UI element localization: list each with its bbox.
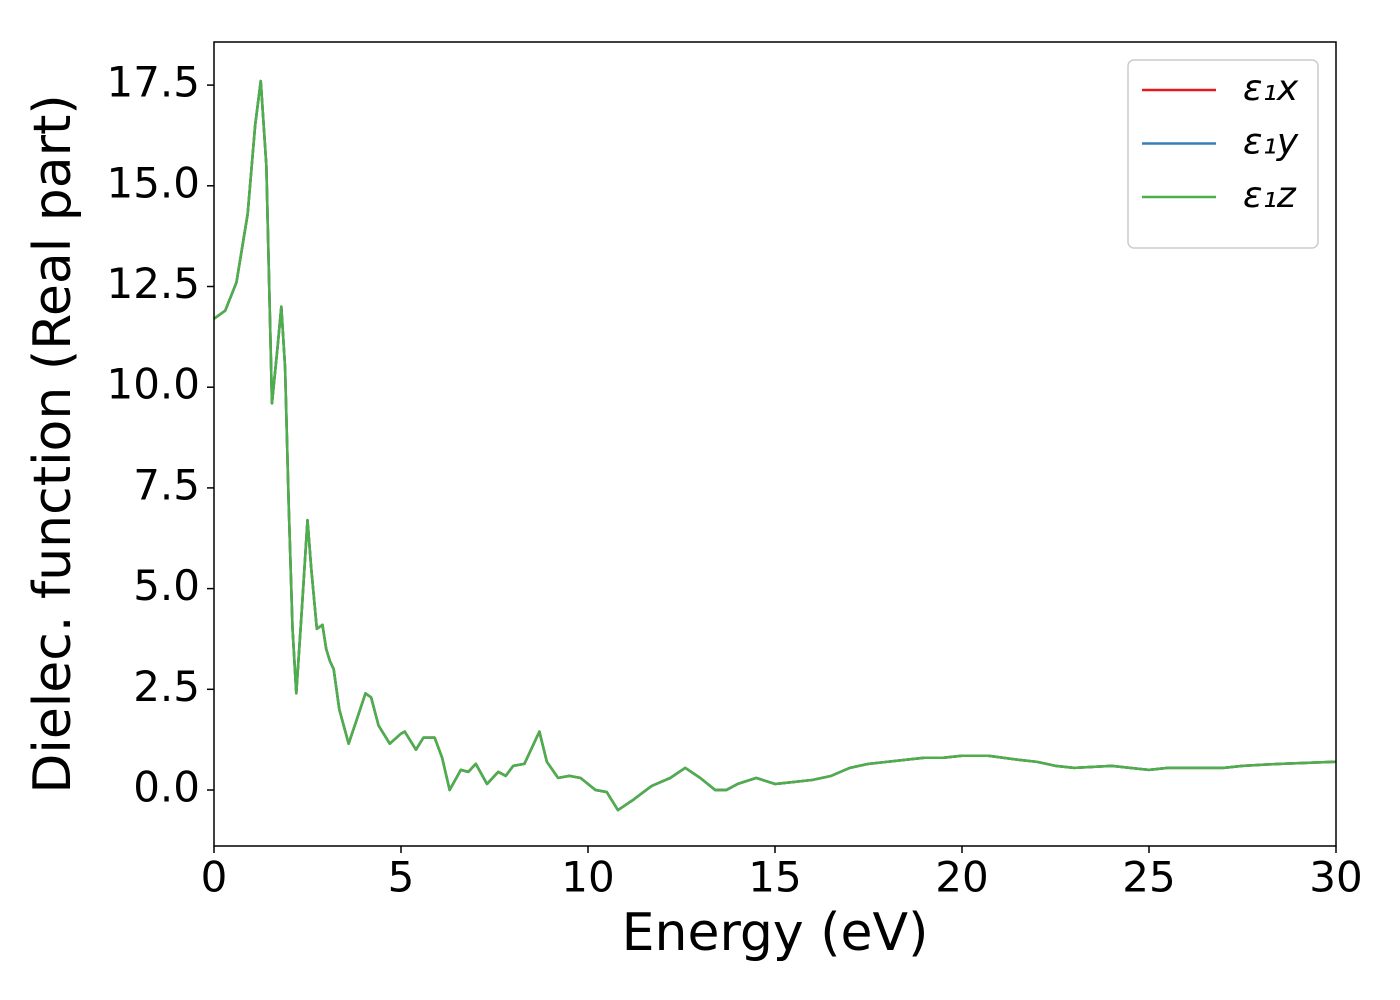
x-tick-label: 20 — [935, 853, 988, 902]
y-tick-label: 15.0 — [106, 158, 200, 207]
plot-frame — [213, 41, 1337, 847]
y-tick-label: 7.5 — [133, 460, 200, 509]
y-tick-label: 2.5 — [133, 662, 200, 711]
x-tick-label: 0 — [201, 853, 228, 902]
legend-label: ε₁x — [1243, 68, 1299, 109]
y-tick-label: 5.0 — [133, 561, 200, 610]
y-tick-label: 12.5 — [106, 259, 200, 308]
x-tick-label: 30 — [1309, 853, 1362, 902]
x-tick-label: 25 — [1122, 853, 1175, 902]
x-tick-label: 15 — [748, 853, 801, 902]
y-tick-label: 17.5 — [106, 58, 200, 107]
series-line — [213, 79, 1337, 812]
y-tick-label: 10.0 — [106, 360, 200, 409]
y-tick-label: 0.0 — [133, 763, 200, 812]
x-tick-label: 10 — [561, 853, 614, 902]
x-tick-label: 5 — [388, 853, 415, 902]
legend-box — [1127, 59, 1319, 249]
legend-label: ε₁z — [1243, 175, 1297, 216]
legend-label: ε₁y — [1243, 122, 1299, 163]
y-axis-label: Dielec. function (Real part) — [23, 94, 83, 793]
x-axis-label: Energy (eV) — [622, 903, 929, 963]
